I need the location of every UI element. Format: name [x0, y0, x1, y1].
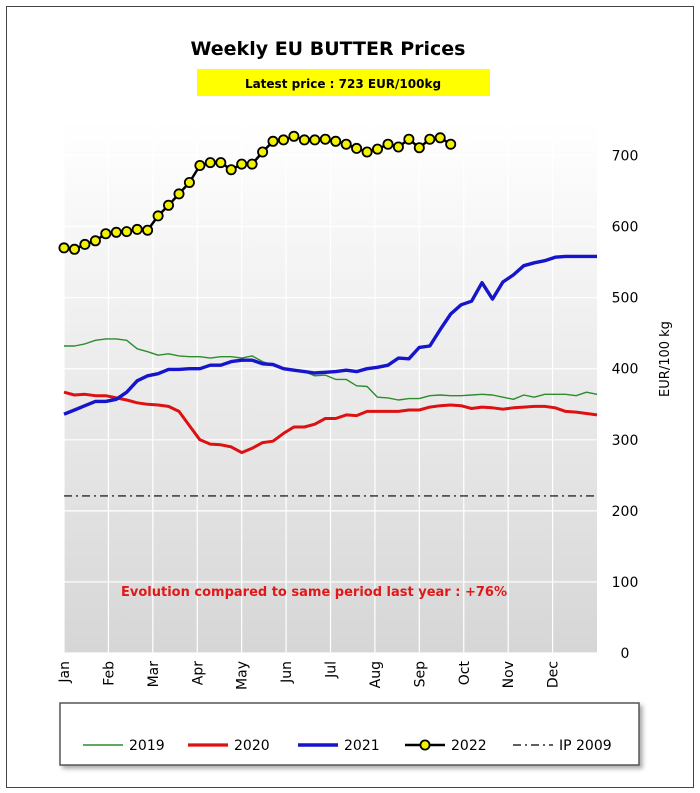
series-2022-point	[69, 243, 81, 255]
x-tick-label: Aug	[368, 661, 384, 688]
series-2022-point	[392, 141, 404, 153]
series-2022-point	[288, 130, 300, 142]
series-2022-point	[403, 133, 415, 145]
y-tick-label: 600	[612, 220, 639, 236]
chart-frame: Weekly EU BUTTER Prices Latest price : 7…	[6, 6, 694, 788]
latest-price-box	[197, 69, 490, 96]
series-2022-point	[215, 157, 227, 169]
series-2022-point	[382, 138, 394, 150]
series-2022-point	[413, 142, 425, 154]
series-2022-point	[257, 146, 269, 158]
series-2022-point	[121, 226, 133, 238]
legend-label-2020: 2020	[234, 738, 270, 754]
series-2022-point	[100, 228, 112, 240]
y-tick-label: 500	[612, 291, 639, 307]
series-2022-point	[424, 133, 436, 145]
legend-label-2019: 2019	[129, 738, 165, 754]
legend-marker-2022	[419, 739, 431, 751]
x-tick-label: Jun	[279, 661, 295, 684]
series-2022-point	[330, 135, 342, 147]
x-tick-label: Mar	[146, 661, 162, 688]
series-2022-point	[79, 238, 91, 250]
series-2022-point	[277, 134, 289, 146]
series-2022-point	[445, 138, 457, 150]
latest-price-text: Latest price : 723 EUR/100kg	[245, 77, 441, 91]
x-tick-label: Apr	[190, 661, 206, 685]
series-2022-point	[204, 157, 216, 169]
chart-title: Weekly EU BUTTER Prices	[191, 38, 466, 60]
series-2020-line	[63, 390, 598, 455]
butter-price-chart: Weekly EU BUTTER Prices Latest price : 7…	[57, 38, 673, 766]
y-tick-label: 700	[612, 149, 639, 165]
y-tick-label: 200	[612, 504, 639, 520]
legend-box	[59, 702, 640, 766]
series-2022-point	[371, 143, 383, 155]
series-2022-point	[267, 135, 279, 147]
series-2022-point	[340, 138, 352, 150]
series-2022-point	[434, 132, 446, 144]
legend-label-2022: 2022	[451, 738, 487, 754]
y-tick-label: 0	[621, 646, 630, 662]
series-2022-point	[58, 242, 70, 254]
series-2022-point	[361, 146, 373, 158]
series-2022-point	[110, 226, 122, 238]
evolution-annotation: Evolution compared to same period last y…	[121, 585, 507, 600]
series-2022-point	[173, 188, 185, 200]
series-2022-point	[225, 164, 237, 176]
x-tick-label: Oct	[457, 661, 473, 686]
x-tick-label: Sep	[412, 661, 428, 688]
x-tick-label: May	[235, 661, 251, 690]
y-tick-label: 100	[612, 575, 639, 591]
y-axis-ticks: 0 100 200 300 400 500 600 700	[612, 149, 639, 662]
x-tick-label: Nov	[501, 661, 517, 688]
x-tick-label: Jul	[324, 661, 340, 679]
gridlines	[63, 120, 597, 654]
x-tick-label: Jan	[57, 661, 73, 684]
series-2022-point	[162, 199, 174, 211]
series-2022-point	[152, 210, 164, 222]
series-2022-point	[236, 158, 248, 170]
y-tick-label: 300	[612, 433, 639, 449]
x-tick-label: Feb	[101, 661, 117, 686]
series-2022-point	[246, 158, 258, 170]
series-2022-point	[131, 223, 143, 235]
legend-label-ip-2009: IP 2009	[559, 738, 612, 754]
y-axis-label: EUR/100 kg	[658, 321, 673, 397]
series-2022-point	[319, 133, 331, 145]
series-lines	[58, 130, 598, 455]
series-2022-point	[298, 134, 310, 146]
legend: 2019 2020 2021 2022 IP 2009	[59, 702, 640, 766]
series-2022-point	[351, 142, 363, 154]
series-2022-point	[309, 134, 321, 146]
series-2021-line	[63, 254, 597, 416]
series-2022-point	[142, 224, 154, 236]
series-2019-line	[64, 338, 598, 401]
series-2022-point	[89, 235, 101, 247]
series-2022-point	[183, 176, 195, 188]
legend-label-2021: 2021	[344, 738, 380, 754]
x-tick-label: Dec	[546, 661, 562, 688]
y-tick-label: 400	[612, 362, 639, 378]
series-2022-point	[194, 159, 206, 171]
x-axis-ticks: Jan Feb Mar Apr May Jun Jul Aug Sep Oct Nov Dec	[57, 661, 562, 690]
